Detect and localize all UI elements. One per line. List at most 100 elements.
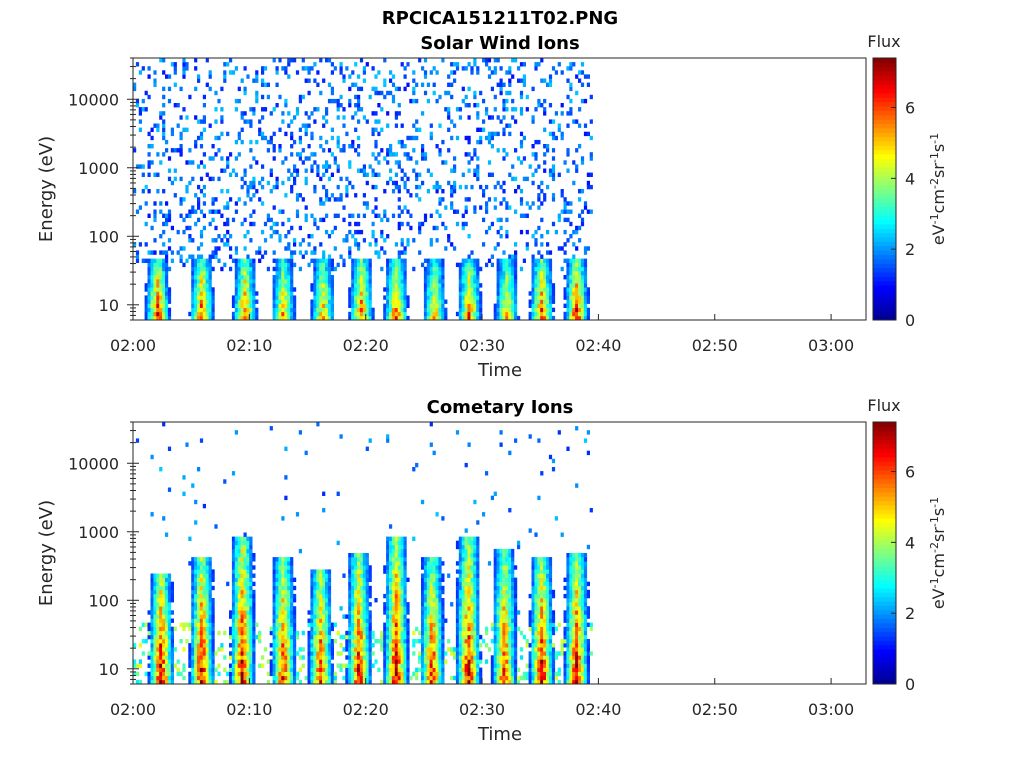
heatmap-cell bbox=[147, 634, 151, 640]
heatmap-cell bbox=[473, 295, 477, 300]
heatmap-cell bbox=[310, 569, 314, 574]
heatmap-cell bbox=[231, 598, 236, 603]
heatmap-cell bbox=[170, 581, 174, 587]
heatmap-cell bbox=[165, 254, 169, 259]
heatmap-cell bbox=[284, 246, 288, 251]
heatmap-cell bbox=[432, 90, 436, 96]
heatmap-cell bbox=[386, 299, 390, 304]
heatmap-cell bbox=[249, 553, 253, 558]
heatmap-cell bbox=[202, 561, 206, 566]
heatmap-cell bbox=[165, 618, 169, 623]
heatmap-cell bbox=[386, 111, 390, 116]
heatmap-cell bbox=[583, 262, 588, 268]
heatmap-cell bbox=[310, 655, 314, 660]
heatmap-cell bbox=[476, 275, 480, 280]
heatmap-cell bbox=[359, 663, 364, 668]
heatmap-cell bbox=[386, 295, 390, 300]
heatmap-cell bbox=[386, 589, 390, 595]
heatmap-cell bbox=[211, 573, 215, 578]
heatmap-cell bbox=[397, 618, 401, 623]
heatmap-cell bbox=[255, 78, 259, 83]
heatmap-cell bbox=[383, 311, 387, 317]
heatmap-cell bbox=[572, 311, 576, 317]
heatmap-cell bbox=[208, 618, 212, 623]
heatmap-cell bbox=[359, 262, 364, 268]
x-tick-label: 02:50 bbox=[692, 336, 738, 355]
heatmap-cell bbox=[156, 585, 160, 591]
heatmap-cell bbox=[505, 270, 509, 276]
heatmap-cell bbox=[316, 667, 320, 672]
heatmap-cell bbox=[194, 651, 198, 656]
heatmap-cell bbox=[325, 213, 329, 218]
heatmap-cell bbox=[156, 291, 160, 296]
heatmap-cell bbox=[543, 311, 547, 317]
heatmap-cell bbox=[473, 94, 477, 100]
heatmap-cell bbox=[380, 127, 384, 132]
heatmap-cell bbox=[322, 275, 326, 280]
heatmap-cell bbox=[514, 270, 518, 276]
heatmap-cell bbox=[153, 602, 157, 607]
heatmap-cell bbox=[325, 573, 329, 578]
heatmap-cell bbox=[406, 651, 410, 656]
heatmap-cell bbox=[307, 234, 311, 239]
heatmap-cell bbox=[540, 287, 544, 292]
heatmap-cell bbox=[194, 573, 198, 578]
heatmap-cell bbox=[421, 180, 425, 186]
heatmap-cell bbox=[362, 663, 366, 668]
heatmap-cell bbox=[389, 524, 393, 529]
heatmap-cell bbox=[307, 639, 311, 644]
heatmap-cell bbox=[237, 589, 241, 595]
heatmap-cell bbox=[156, 295, 160, 300]
heatmap-cell bbox=[423, 217, 428, 223]
heatmap-cell bbox=[234, 283, 238, 288]
heatmap-cell bbox=[205, 303, 209, 308]
heatmap-cell bbox=[246, 614, 250, 619]
heatmap-cell bbox=[252, 258, 256, 263]
heatmap-cell bbox=[499, 201, 503, 206]
heatmap-cell bbox=[578, 315, 582, 321]
heatmap-cell bbox=[199, 275, 204, 280]
heatmap-cell bbox=[534, 307, 538, 313]
heatmap-cell bbox=[165, 262, 169, 268]
heatmap-cell bbox=[275, 679, 279, 685]
heatmap-cell bbox=[534, 275, 538, 280]
heatmap-cell bbox=[313, 618, 317, 623]
heatmap-cell bbox=[357, 213, 361, 218]
heatmap-cell bbox=[246, 266, 250, 272]
heatmap-cell bbox=[464, 184, 468, 190]
heatmap-cell bbox=[287, 581, 291, 587]
heatmap-cell bbox=[351, 639, 355, 644]
heatmap-cell bbox=[197, 78, 201, 83]
heatmap-cell bbox=[359, 655, 364, 660]
heatmap-cell bbox=[246, 606, 250, 611]
heatmap-cell bbox=[580, 311, 585, 317]
heatmap-cell bbox=[290, 119, 294, 124]
heatmap-cell bbox=[386, 614, 390, 619]
heatmap-cell bbox=[205, 647, 209, 652]
heatmap-cell bbox=[458, 283, 462, 288]
heatmap-cell bbox=[325, 119, 329, 124]
heatmap-cell bbox=[359, 598, 364, 603]
heatmap-cell bbox=[205, 622, 209, 627]
heatmap-cell bbox=[359, 630, 364, 636]
heatmap-cell bbox=[383, 315, 387, 321]
heatmap-cell bbox=[319, 647, 323, 652]
heatmap-cell bbox=[397, 557, 401, 562]
heatmap-cell bbox=[322, 311, 326, 317]
heatmap-cell bbox=[290, 144, 294, 149]
heatmap-cell bbox=[426, 287, 430, 292]
heatmap-cell bbox=[231, 303, 236, 308]
heatmap-cell bbox=[543, 107, 547, 112]
heatmap-cell bbox=[208, 573, 212, 578]
heatmap-cell bbox=[394, 610, 398, 615]
heatmap-cell bbox=[167, 626, 172, 632]
heatmap-cell bbox=[333, 246, 337, 251]
heatmap-cell bbox=[386, 585, 390, 591]
heatmap-cell bbox=[578, 262, 582, 268]
heatmap-cell bbox=[284, 610, 288, 615]
heatmap-cell bbox=[231, 548, 236, 554]
heatmap-cell bbox=[327, 610, 332, 615]
heatmap-cell bbox=[359, 229, 364, 235]
heatmap-cell bbox=[362, 565, 366, 570]
heatmap-cell bbox=[162, 663, 166, 668]
